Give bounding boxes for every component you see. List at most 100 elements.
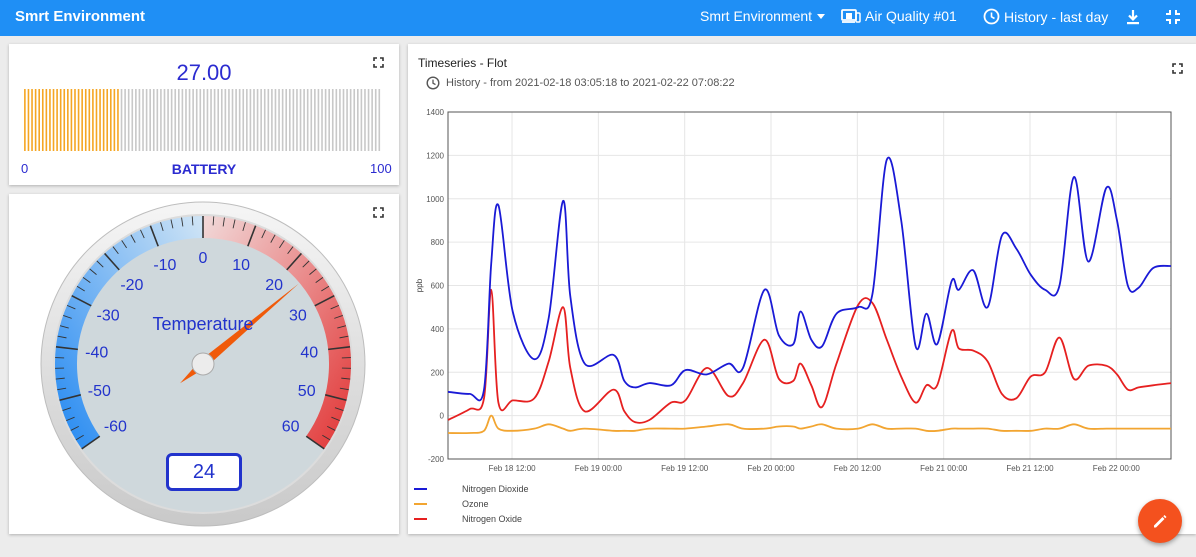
battery-bar-filled [102, 89, 105, 151]
gauge-major-tick [286, 252, 302, 271]
battery-bar-filled [41, 89, 44, 151]
gauge-minor-tick [309, 268, 317, 275]
gauge-minor-tick [341, 377, 351, 380]
y-tick-label: -200 [428, 455, 445, 464]
battery-bar-filled [56, 89, 58, 151]
series-line-ozone [447, 414, 1171, 435]
gauge-minor-tick [57, 335, 67, 339]
legend-label[interactable]: Ozone [462, 499, 489, 509]
fullscreen-icon[interactable] [373, 207, 384, 218]
entity-selector[interactable]: Air Quality #01 [841, 8, 957, 24]
clock-icon [426, 76, 440, 90]
series-line-nitrogen-dioxide [447, 156, 1172, 402]
gauge-minor-tick [261, 229, 266, 239]
gauge-minor-tick [337, 325, 347, 329]
battery-bar-empty [152, 89, 155, 151]
y-tick-label: 600 [431, 282, 445, 291]
y-tick-label: 200 [431, 368, 445, 377]
y-tick-label: 1400 [426, 108, 444, 117]
battery-bar-empty [288, 89, 291, 151]
gauge-tick-label: -10 [153, 257, 176, 274]
battery-bar-filled [109, 89, 112, 151]
dashboard-menu-label: Smrt Environment [700, 8, 813, 24]
x-tick-label: Feb 20 00:00 [747, 464, 795, 473]
battery-bar-empty [357, 89, 359, 151]
gauge-minor-tick [62, 407, 72, 411]
x-tick-label: Feb 19 12:00 [661, 464, 709, 473]
battery-bar-filled [49, 89, 51, 151]
battery-bar-empty [138, 89, 141, 151]
gauge-minor-tick [334, 314, 343, 319]
battery-bar-empty [296, 89, 298, 151]
gauge-minor-tick [76, 285, 85, 292]
battery-bar-empty [285, 89, 288, 151]
gauge-minor-tick [112, 246, 119, 254]
gauge-major-tick [55, 346, 78, 351]
battery-bar-filled [99, 89, 101, 151]
battery-bar-empty [135, 89, 137, 151]
battery-bar-empty [324, 89, 327, 151]
chart-legend: Nitrogen Dioxide Ozone Nitrogen Oxide [414, 484, 529, 524]
legend-label[interactable]: Nitrogen Oxide [462, 514, 522, 524]
history-selector[interactable]: History - last day [983, 8, 1108, 25]
battery-bar-filled [52, 89, 55, 151]
battery-bar-empty [195, 89, 198, 151]
battery-bar-empty [160, 89, 162, 151]
battery-bar-empty [353, 89, 356, 151]
chart-axes: -200 0 200 400 600 800 1000 1200 1400 Feb 18 12:0… [415, 108, 1172, 473]
battery-bar-filled [45, 89, 48, 151]
timeseries-chart: -200 0 200 400 600 800 1000 1200 1400 Feb 18 12:0… [414, 108, 1172, 524]
gauge-minor-tick [75, 434, 84, 441]
gauge-minor-tick [302, 260, 310, 268]
download-icon[interactable] [1125, 9, 1141, 26]
chart-grid [447, 111, 1172, 460]
gauge-value-box: 24 [166, 453, 242, 491]
gauge-minor-tick [66, 416, 75, 422]
fullscreen-icon[interactable] [373, 57, 384, 68]
battery-bar-filled [95, 89, 98, 151]
battery-bar-filled [31, 89, 33, 151]
battery-bar-empty [371, 89, 373, 151]
battery-bar-empty [278, 89, 280, 151]
battery-bar-filled [81, 89, 83, 151]
battery-bar-filled [70, 89, 73, 151]
fullscreen-icon[interactable] [1172, 63, 1183, 74]
gauge-major-tick [324, 394, 347, 401]
gauge-major-tick [59, 394, 82, 401]
battery-bar-empty [303, 89, 305, 151]
battery-bar-filled [34, 89, 37, 151]
clock-icon [983, 8, 1000, 25]
battery-bar-filled [88, 89, 91, 151]
battery-bar-empty [292, 89, 295, 151]
battery-label: BATTERY [171, 161, 237, 177]
battery-bar-empty [346, 89, 348, 151]
battery-bar-empty [181, 89, 184, 151]
dashboard-menu[interactable]: Smrt Environment [700, 8, 826, 24]
app-title[interactable]: Smrt Environment [15, 8, 146, 25]
gauge-minor-tick [66, 304, 76, 310]
battery-bar-filled [84, 89, 87, 151]
battery-max-label: 100 [370, 161, 392, 176]
battery-bar-empty [335, 89, 338, 151]
x-tick-label: Feb 21 00:00 [920, 464, 968, 473]
battery-bar-empty [274, 89, 277, 151]
battery-bar-empty [349, 89, 352, 151]
battery-bar-meter [24, 89, 381, 151]
exit-fullscreen-icon[interactable] [1165, 9, 1181, 25]
gauge-minor-tick [96, 260, 104, 268]
battery-bar-empty [367, 89, 370, 151]
gauge-major-tick [71, 294, 92, 307]
gauge-tick-label: -40 [85, 345, 108, 362]
legend-label[interactable]: Nitrogen Dioxide [462, 484, 529, 494]
gauge-minor-tick [160, 222, 164, 231]
history-label: History - last day [1004, 8, 1109, 25]
gauge-tick-label: 0 [199, 250, 208, 267]
battery-bar-empty [263, 89, 266, 151]
edit-button[interactable] [1138, 499, 1182, 543]
battery-bar-empty [310, 89, 313, 151]
battery-bar-empty [142, 89, 144, 151]
battery-bar-empty [120, 89, 123, 151]
gauge-tick-label: 50 [298, 383, 316, 400]
series-line-nitrogen-oxide [447, 288, 1172, 424]
y-tick-label: 1200 [426, 151, 444, 160]
